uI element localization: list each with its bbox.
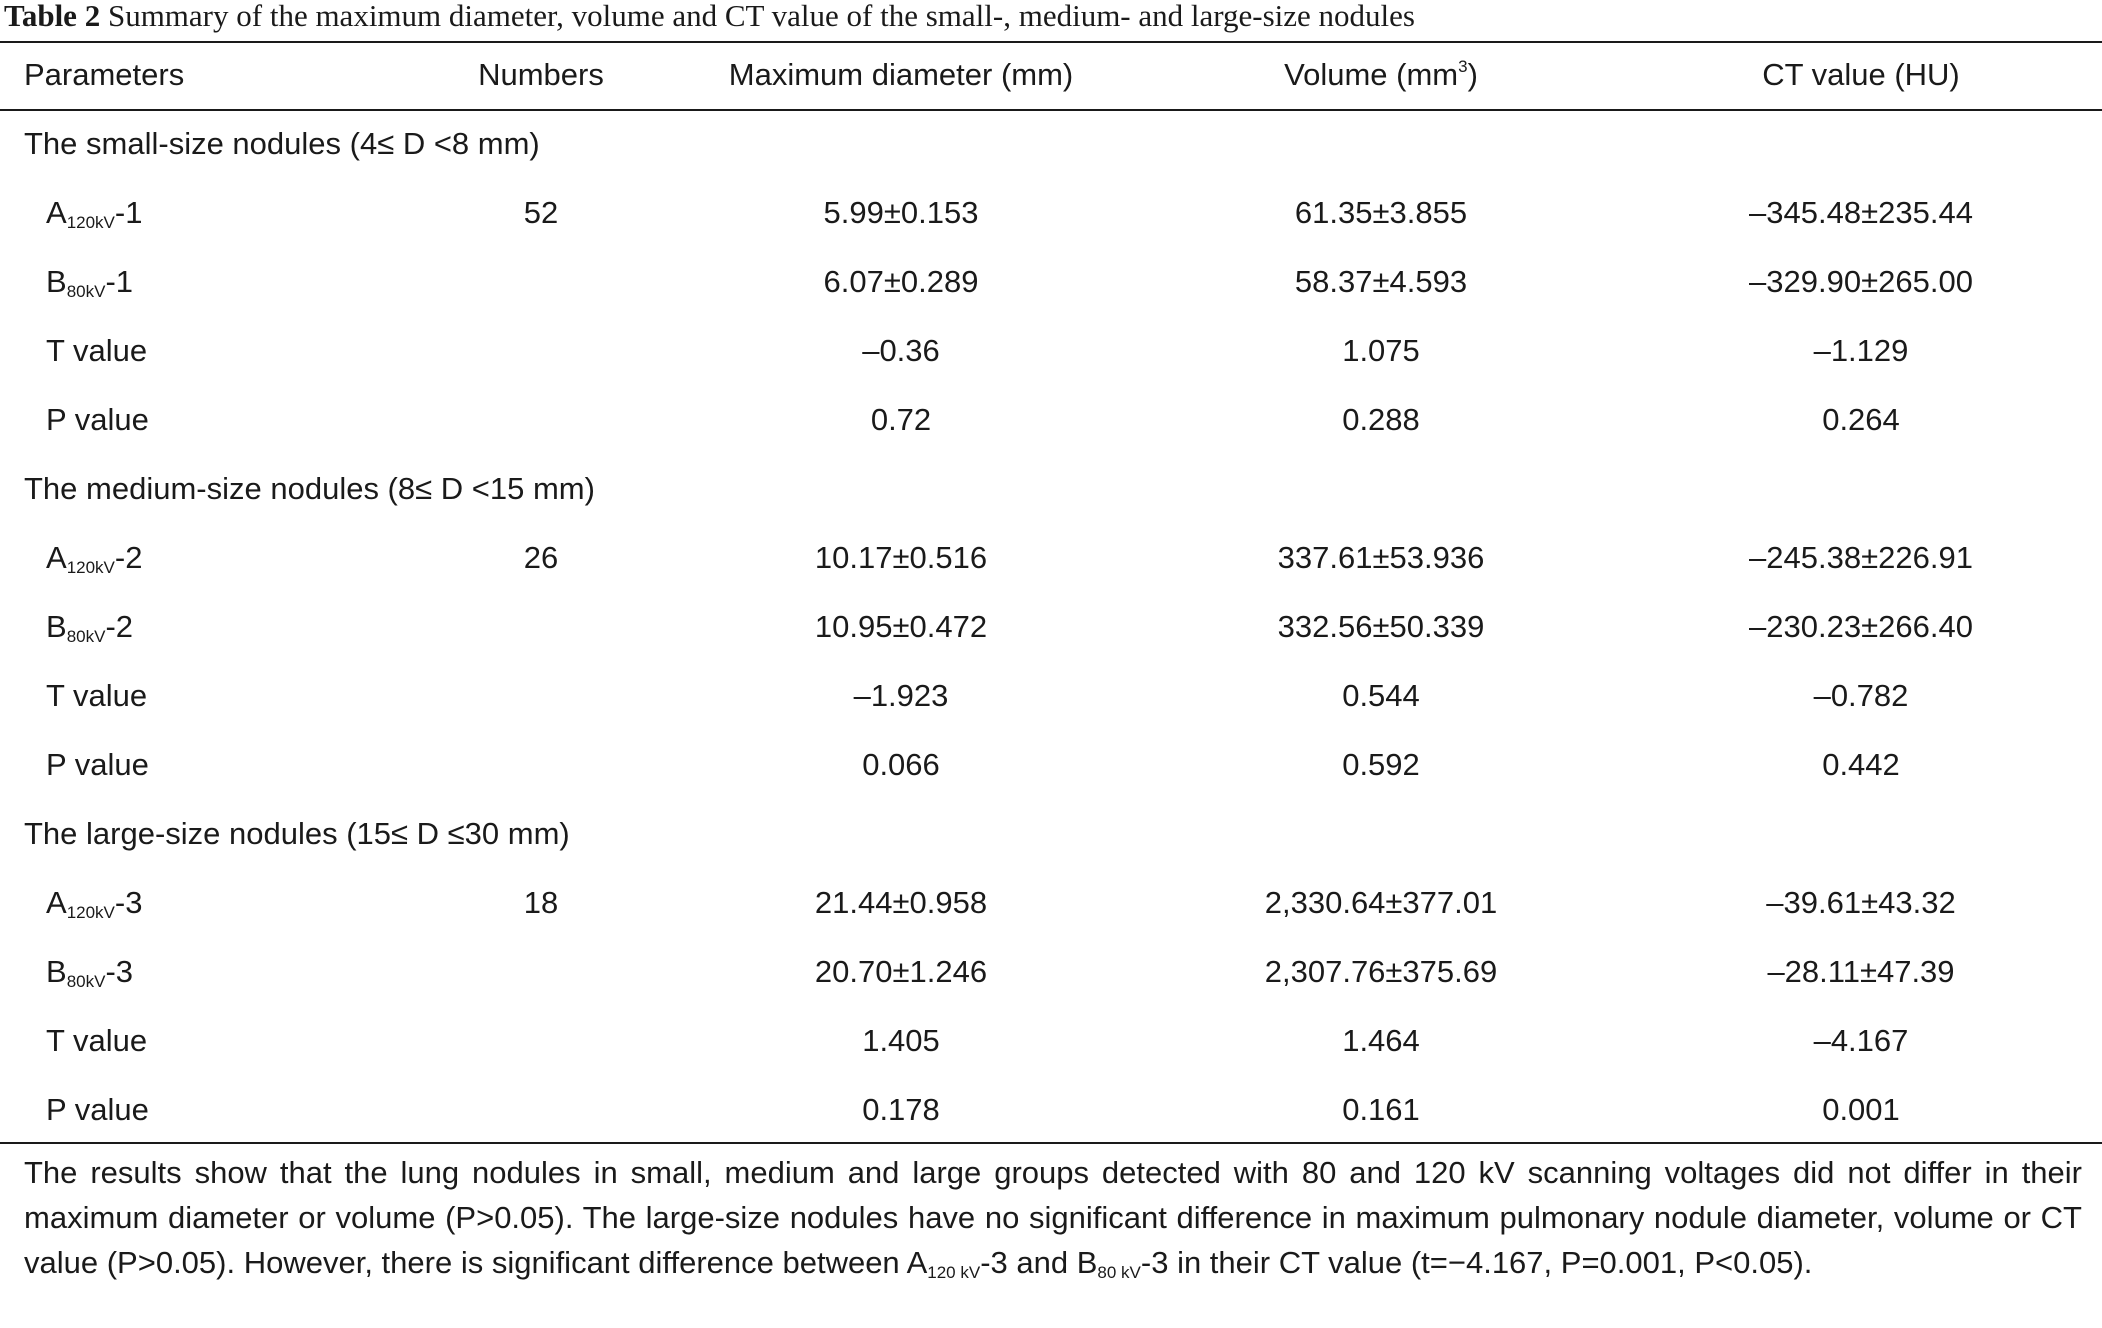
row-label-base: A	[46, 195, 67, 230]
cell-diam-p-small: 0.72	[870, 402, 932, 437]
row-label-suffix: -1	[105, 264, 134, 299]
row-label-suffix: -2	[105, 609, 134, 644]
header-volume-end: )	[1467, 57, 1478, 92]
header-volume: Volume (mm3)	[1141, 55, 1621, 95]
row-label-base: A	[46, 540, 67, 575]
cell-ct-t-large: –4.167	[1813, 1023, 1909, 1058]
footnote-part-3: -3 in their CT value (t=−4.167, P=0.001,…	[1140, 1245, 1813, 1280]
cell-ct-b-large: –28.11±47.39	[1767, 954, 1955, 989]
row-label-t-small: T value	[46, 333, 148, 368]
row-label-b-medium: B80kV-2	[46, 607, 133, 647]
cell-vol-b-small: 58.37±4.593	[1294, 264, 1468, 299]
cell-numbers-medium: 26	[523, 540, 559, 575]
row-label-a-large: A120kV-3	[46, 883, 142, 923]
header-bottom-rule	[0, 109, 2102, 111]
cell-diam-b-medium: 10.95±0.472	[814, 609, 988, 644]
cell-numbers-small: 52	[523, 195, 559, 230]
row-label-b-small: B80kV-1	[46, 262, 133, 302]
row-label-base: B	[46, 954, 67, 989]
table-top-rule	[0, 41, 2102, 43]
cell-ct-p-large: 0.001	[1822, 1092, 1900, 1127]
header-max-diameter: Maximum diameter (mm)	[728, 57, 1074, 92]
cell-vol-p-small: 0.288	[1342, 402, 1420, 437]
row-label-sub: 80kV	[66, 282, 106, 301]
cell-diam-a-large: 21.44±0.958	[814, 885, 988, 920]
cell-vol-b-medium: 332.56±50.339	[1277, 609, 1485, 644]
header-volume-sup: 3	[1458, 57, 1468, 76]
cell-ct-a-large: –39.61±43.32	[1766, 885, 1956, 920]
row-label-b-large: B80kV-3	[46, 952, 133, 992]
row-label-t-medium: T value	[46, 678, 148, 713]
table-footnote: The results show that the lung nodules i…	[24, 1150, 2082, 1285]
cell-diam-a-small: 5.99±0.153	[823, 195, 979, 230]
cell-vol-t-small: 1.075	[1342, 333, 1420, 368]
cell-diam-p-large: 0.178	[862, 1092, 940, 1127]
cell-diam-a-medium: 10.17±0.516	[814, 540, 988, 575]
row-label-suffix: -1	[114, 195, 143, 230]
cell-vol-b-large: 2,307.76±375.69	[1264, 954, 1498, 989]
row-label-sub: 120kV	[66, 558, 115, 577]
header-parameters: Parameters	[24, 57, 185, 92]
header-volume-base: Volume (mm	[1284, 57, 1459, 92]
group-title-large: The large-size nodules (15≤ D ≤30 mm)	[24, 816, 570, 851]
row-label-base: A	[46, 885, 67, 920]
cell-vol-a-large: 2,330.64±377.01	[1264, 885, 1498, 920]
cell-ct-t-small: –1.129	[1813, 333, 1909, 368]
cell-ct-p-small: 0.264	[1822, 402, 1900, 437]
row-label-a-small: A120kV-1	[46, 193, 142, 233]
header-numbers: Numbers	[478, 57, 604, 92]
row-label-sub: 120kV	[66, 903, 115, 922]
row-label-sub: 120kV	[66, 213, 115, 232]
cell-diam-t-small: –0.36	[862, 333, 940, 368]
cell-ct-b-small: –329.90±265.00	[1749, 264, 1973, 299]
row-label-suffix: -3	[105, 954, 134, 989]
row-label-base: B	[46, 609, 67, 644]
row-label-sub: 80kV	[66, 972, 106, 991]
footnote-part-2: -3 and B	[980, 1245, 1098, 1280]
cell-numbers-large: 18	[523, 885, 559, 920]
row-label-a-medium: A120kV-2	[46, 538, 142, 578]
footnote-sub-1: 120 kV	[927, 1263, 981, 1282]
row-label-p-medium: P value	[46, 747, 149, 782]
table-caption: Table 2 Summary of the maximum diameter,…	[4, 0, 2094, 36]
footnote-sub-2: 80 kV	[1097, 1263, 1141, 1282]
header-ct-value: CT value (HU)	[1762, 57, 1960, 92]
cell-ct-p-medium: 0.442	[1822, 747, 1900, 782]
cell-diam-t-medium: –1.923	[853, 678, 949, 713]
cell-ct-a-medium: –245.38±226.91	[1749, 540, 1973, 575]
cell-diam-p-medium: 0.066	[862, 747, 940, 782]
row-label-base: B	[46, 264, 67, 299]
row-label-t-large: T value	[46, 1023, 148, 1058]
table-caption-label: Table 2	[4, 0, 101, 33]
row-label-p-large: P value	[46, 1092, 149, 1127]
cell-ct-t-medium: –0.782	[1813, 678, 1909, 713]
footnote-part-1: The results show that the lung nodules i…	[24, 1155, 2082, 1280]
cell-vol-p-medium: 0.592	[1342, 747, 1420, 782]
cell-diam-b-small: 6.07±0.289	[823, 264, 979, 299]
row-label-suffix: -2	[114, 540, 143, 575]
cell-vol-a-small: 61.35±3.855	[1294, 195, 1468, 230]
cell-vol-t-large: 1.464	[1342, 1023, 1420, 1058]
row-label-suffix: -3	[114, 885, 143, 920]
group-title-medium: The medium-size nodules (8≤ D <15 mm)	[24, 471, 595, 506]
row-label-p-small: P value	[46, 402, 149, 437]
table-bottom-rule	[0, 1142, 2102, 1144]
row-label-sub: 80kV	[66, 627, 106, 646]
table-caption-text: Summary of the maximum diameter, volume …	[107, 0, 1415, 33]
cell-ct-a-small: –345.48±235.44	[1749, 195, 1973, 230]
cell-diam-t-large: 1.405	[862, 1023, 940, 1058]
cell-ct-b-medium: –230.23±266.40	[1749, 609, 1973, 644]
cell-vol-t-medium: 0.544	[1342, 678, 1420, 713]
cell-diam-b-large: 20.70±1.246	[814, 954, 988, 989]
cell-vol-a-medium: 337.61±53.936	[1277, 540, 1485, 575]
cell-vol-p-large: 0.161	[1342, 1092, 1420, 1127]
group-title-small: The small-size nodules (4≤ D <8 mm)	[24, 126, 540, 161]
